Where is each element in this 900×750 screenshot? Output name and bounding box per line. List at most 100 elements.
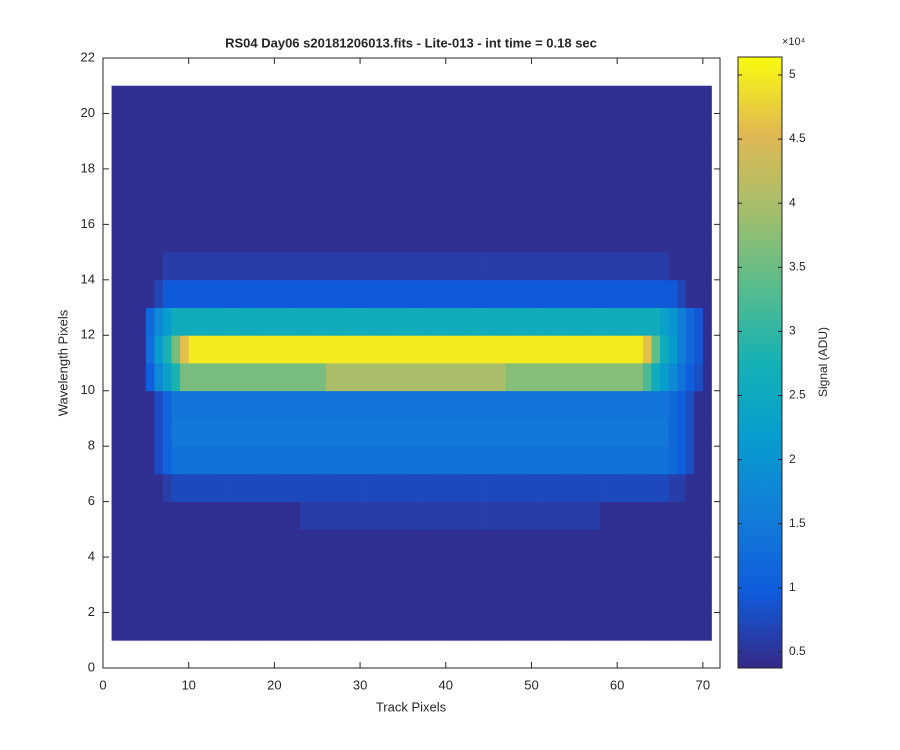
heatmap-cell xyxy=(617,363,627,392)
heatmap-cell xyxy=(660,168,669,198)
heatmap-cell xyxy=(368,85,378,114)
heatmap-cell xyxy=(231,529,241,558)
heatmap-cell xyxy=(162,529,172,558)
heatmap-cell xyxy=(188,224,198,253)
heatmap-cell xyxy=(205,307,215,336)
heatmap-cell xyxy=(557,279,567,308)
heatmap-cell xyxy=(437,168,447,198)
heatmap-cell xyxy=(677,529,687,558)
heatmap-cell xyxy=(574,557,584,586)
heatmap-cell xyxy=(188,473,198,503)
heatmap-cell xyxy=(214,390,224,419)
heatmap-cell xyxy=(334,363,344,392)
heatmap-cell xyxy=(145,168,155,198)
heatmap-cell xyxy=(240,279,250,308)
heatmap-cell xyxy=(600,113,609,142)
heatmap-cell xyxy=(171,390,181,419)
heatmap-cell xyxy=(488,196,498,225)
heatmap-cell xyxy=(677,113,687,142)
heatmap-cell xyxy=(188,501,198,530)
heatmap-cell xyxy=(128,279,138,308)
heatmap-cell xyxy=(162,85,172,114)
heatmap-cell xyxy=(668,446,678,475)
heatmap-cell xyxy=(591,252,601,281)
x-tick-label: 30 xyxy=(353,677,367,692)
heatmap-cell xyxy=(462,584,472,613)
heatmap-cell xyxy=(668,501,678,530)
heatmap-cell xyxy=(334,113,344,142)
heatmap-cell xyxy=(591,168,601,198)
heatmap-cell xyxy=(351,224,361,253)
heatmap-cell xyxy=(180,390,190,419)
heatmap-cell xyxy=(248,584,258,613)
heatmap-cell xyxy=(274,501,284,530)
heatmap-cell xyxy=(214,252,224,281)
heatmap-cell xyxy=(428,279,438,308)
heatmap-cell xyxy=(137,363,147,392)
heatmap-cell xyxy=(685,584,695,613)
heatmap-cell xyxy=(111,473,121,503)
heatmap-cell xyxy=(360,224,370,253)
heatmap-cell xyxy=(428,113,438,142)
heatmap-cell xyxy=(660,473,669,503)
heatmap-cell xyxy=(548,279,558,308)
heatmap-cell xyxy=(257,390,267,419)
heatmap-cell xyxy=(540,279,550,308)
heatmap-cell xyxy=(471,529,481,558)
heatmap-cell xyxy=(282,224,292,253)
heatmap-cell xyxy=(274,307,284,336)
heatmap-cell xyxy=(548,196,558,225)
heatmap-cell xyxy=(171,584,181,613)
heatmap-cell xyxy=(557,307,567,336)
heatmap-cell xyxy=(188,390,198,419)
heatmap-cell xyxy=(540,418,550,447)
heatmap-cell xyxy=(394,612,404,641)
heatmap-cell xyxy=(385,584,395,613)
colorbar-tick-label: 5 xyxy=(789,67,796,81)
heatmap-cell xyxy=(222,529,232,558)
heatmap-cell xyxy=(120,224,130,253)
heatmap-cell xyxy=(180,501,190,530)
heatmap-cell xyxy=(205,113,215,142)
heatmap-cell xyxy=(617,584,627,613)
heatmap-cell xyxy=(351,473,361,503)
heatmap-cell xyxy=(162,418,172,447)
heatmap-cell xyxy=(677,390,687,419)
heatmap-cell xyxy=(565,279,575,308)
heatmap-cell xyxy=(317,446,327,475)
heatmap-cell xyxy=(694,363,704,392)
heatmap-cell xyxy=(642,279,652,308)
heatmap-cell xyxy=(634,529,644,558)
heatmap-cell xyxy=(231,224,241,253)
heatmap-cell xyxy=(540,557,550,586)
heatmap-cell xyxy=(608,446,618,475)
heatmap-cell xyxy=(608,501,618,530)
heatmap-cell xyxy=(642,307,652,336)
heatmap-cell xyxy=(308,557,318,586)
heatmap-cell xyxy=(694,446,704,475)
heatmap-cell xyxy=(291,390,301,419)
heatmap-cell xyxy=(420,612,430,641)
heatmap-cell xyxy=(480,446,490,475)
heatmap-cell xyxy=(368,557,378,586)
heatmap-cell xyxy=(445,584,455,613)
heatmap-cell xyxy=(128,446,138,475)
heatmap-cell xyxy=(145,307,155,336)
heatmap-cell xyxy=(180,113,190,142)
heatmap-cell xyxy=(548,529,558,558)
heatmap-cell xyxy=(120,335,130,364)
heatmap-cell xyxy=(531,390,541,419)
heatmap-cell xyxy=(642,113,652,142)
heatmap-cell xyxy=(471,335,481,364)
heatmap-cell xyxy=(514,141,524,170)
heatmap-cell xyxy=(222,557,232,586)
heatmap-cell xyxy=(548,557,558,586)
heatmap-cell xyxy=(548,612,558,641)
heatmap-cell xyxy=(137,612,147,641)
heatmap-cell xyxy=(377,446,387,475)
heatmap-cell xyxy=(557,529,567,558)
heatmap-cell xyxy=(642,141,652,170)
heatmap-cell xyxy=(342,168,352,198)
heatmap-cell xyxy=(540,113,550,142)
heatmap-cell xyxy=(360,279,370,308)
